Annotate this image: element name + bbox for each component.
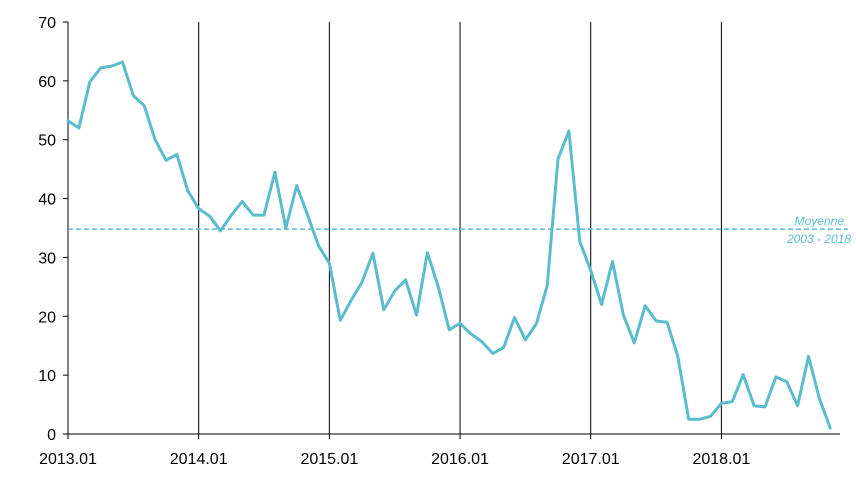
y-tick-label: 10 (38, 368, 56, 385)
y-tick-label: 60 (38, 74, 56, 91)
reference-label-line1: Moyenne (795, 214, 845, 228)
x-tick-label: 2014.01 (170, 451, 228, 468)
x-tick-label: 2015.01 (300, 451, 358, 468)
axes (67, 22, 840, 435)
y-tick-label: 0 (47, 427, 56, 444)
year-gridlines (198, 22, 722, 434)
x-axis-ticks: 2013.01 2014.01 2015.01 2016.01 2017.01 2018.… (39, 434, 750, 468)
y-tick-label: 70 (38, 15, 56, 32)
x-tick-label: 2016.01 (431, 451, 489, 468)
reference-label-line2: 2003 - 2018 (786, 232, 851, 246)
series-line (66, 60, 832, 430)
x-tick-label: 2017.01 (562, 451, 620, 468)
y-tick-label: 30 (38, 250, 56, 267)
x-tick-label: 2013.01 (39, 451, 97, 468)
series-group (66, 60, 832, 430)
y-axis-ticks: 0 10 20 30 40 50 60 70 (38, 15, 68, 444)
y-tick-label: 50 (38, 133, 56, 150)
y-tick-label: 40 (38, 192, 56, 209)
reference-line-group: Moyenne 2003 - 2018 (68, 214, 851, 246)
y-tick-label: 20 (38, 309, 56, 326)
x-tick-label: 2018.01 (692, 451, 750, 468)
